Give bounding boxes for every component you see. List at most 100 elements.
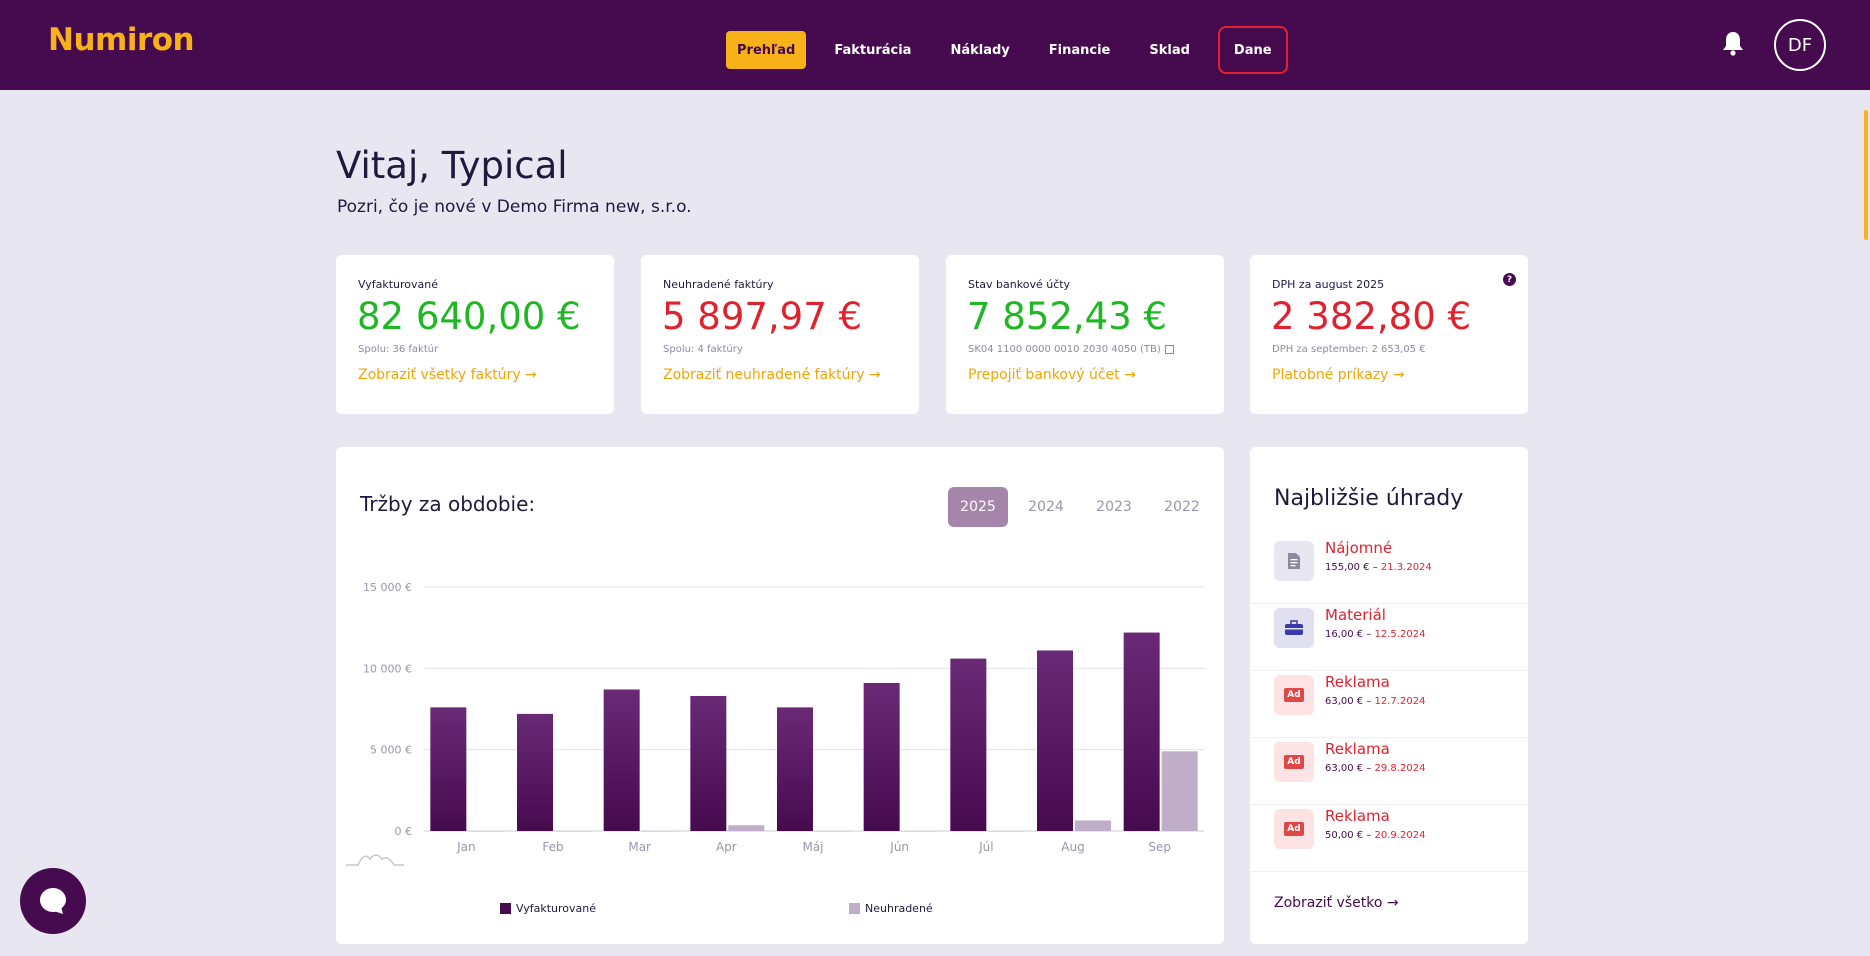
payment-detail: 16,00 € – 12.5.2024 [1325, 629, 1425, 640]
nav-item-sklad[interactable]: Sklad [1149, 42, 1190, 58]
show-unpaid-invoices-link[interactable]: Zobraziť neuhradené faktúry → [663, 367, 881, 383]
main-nav: Prehľad Fakturácia Náklady Financie Skla… [726, 26, 1305, 74]
payment-separator: – [1363, 629, 1375, 640]
year-tabs: 2025 2024 2023 2022 [948, 487, 1220, 527]
logo[interactable]: Numiron [48, 22, 195, 58]
nav-item-naklady[interactable]: Náklady [950, 42, 1010, 58]
nav-item-prehlad[interactable]: Prehľad [726, 31, 807, 69]
x-tick-label: Jan [456, 840, 476, 854]
nav-item-fakturacia[interactable]: Fakturácia [834, 42, 912, 58]
payment-detail: 50,00 € – 20.9.2024 [1325, 830, 1425, 841]
stat-card-note: SK04 1100 0000 0010 2030 4050 (TB) [968, 344, 1174, 355]
payment-orders-link[interactable]: Platobné príkazy → [1272, 367, 1405, 383]
legend-item-invoiced[interactable]: Vyfakturované [500, 902, 596, 915]
payment-detail: 63,00 € – 29.8.2024 [1325, 763, 1425, 774]
ad-icon: Ad [1274, 742, 1314, 782]
stat-card-bank: Stav bankové účty 7 852,43 € SK04 1100 0… [946, 255, 1224, 414]
y-tick-label: 5 000 € [370, 744, 412, 757]
bar-invoiced [1123, 632, 1160, 831]
ad-badge: Ad [1284, 755, 1304, 769]
stat-card-label: DPH za august 2025 [1272, 278, 1385, 291]
stat-card-amount: 2 382,80 € [1271, 295, 1472, 338]
document-icon [1274, 541, 1314, 581]
legend-swatch [849, 903, 860, 914]
ad-badge: Ad [1284, 688, 1304, 702]
nav-item-financie[interactable]: Financie [1048, 42, 1111, 58]
year-tab-2024[interactable]: 2024 [1028, 499, 1064, 515]
payment-amount: 155,00 € [1325, 562, 1370, 573]
payments-title: Najbližšie úhrady [1274, 486, 1464, 511]
x-tick-label: Máj [802, 840, 823, 854]
connect-bank-link[interactable]: Prepojiť bankový účet → [968, 367, 1136, 383]
year-tab-2025[interactable]: 2025 [948, 487, 1008, 527]
scrollbar-thumb[interactable] [1864, 110, 1868, 240]
bar-unpaid [641, 831, 678, 832]
legend-item-unpaid[interactable]: Neuhradené [849, 902, 933, 915]
y-tick-label: 0 € [395, 825, 413, 838]
x-tick-label: Mar [628, 840, 651, 854]
upcoming-payments-panel: Najbližšie úhrady Nájomné 155,00 € – 21.… [1250, 447, 1528, 944]
bar-invoiced [430, 707, 467, 831]
bar-invoiced [517, 713, 553, 831]
avatar[interactable]: DF [1774, 19, 1826, 71]
payment-item[interactable]: Ad Reklama 50,00 € – 20.9.2024 [1250, 805, 1528, 872]
payment-item[interactable]: Ad Reklama 63,00 € – 12.7.2024 [1250, 671, 1528, 738]
year-tab-2023[interactable]: 2023 [1096, 499, 1132, 515]
page-title: Vitaj, Typical [336, 144, 568, 187]
payment-date: 12.7.2024 [1374, 696, 1426, 707]
stat-card-vat: ? DPH za august 2025 2 382,80 € DPH za s… [1250, 255, 1528, 414]
revenue-bar-chart: 0 € 5 000 € 10 000 € 15 000 € Jan Feb Mar Apr Má… [363, 581, 1204, 854]
top-navigation-bar: Numiron Prehľad Fakturácia Náklady Finan… [0, 0, 1870, 90]
payment-amount: 16,00 € [1325, 629, 1364, 640]
x-tick-label: Feb [542, 840, 563, 854]
revenue-chart-panel: Tržby za obdobie: 2025 2024 2023 2022 0 … [336, 447, 1224, 944]
sparkline-icon [346, 854, 404, 866]
x-tick-label: Aug [1061, 840, 1084, 854]
copy-icon[interactable] [1164, 344, 1174, 354]
bar-unpaid [988, 831, 1025, 832]
payment-name: Reklama [1325, 740, 1390, 758]
payment-separator: – [1363, 830, 1375, 841]
payment-separator: – [1363, 696, 1375, 707]
ad-icon: Ad [1274, 809, 1314, 849]
chart-title: Tržby za obdobie: [360, 492, 536, 516]
x-tick-label: Jún [889, 840, 909, 854]
payment-separator: – [1363, 763, 1375, 774]
payment-item[interactable]: Materiál 16,00 € – 12.5.2024 [1250, 604, 1528, 671]
bar-invoiced [1037, 650, 1073, 831]
payment-date: 20.9.2024 [1374, 830, 1426, 841]
payment-name: Reklama [1325, 673, 1390, 691]
payment-item[interactable]: Nájomné 155,00 € – 21.3.2024 [1250, 537, 1528, 604]
bell-icon[interactable] [1722, 30, 1744, 56]
page-subtitle: Pozri, čo je nové v Demo Firma new, s.r.… [337, 197, 692, 217]
y-tick-label: 15 000 € [363, 581, 412, 594]
payment-detail: 63,00 € – 12.7.2024 [1325, 696, 1425, 707]
stat-card-note: DPH za september: 2 653,05 € [1272, 344, 1426, 355]
bar-unpaid [728, 825, 765, 831]
ad-icon: Ad [1274, 675, 1314, 715]
nav-item-dane[interactable]: Dane [1217, 26, 1288, 74]
payment-item[interactable]: Ad Reklama 63,00 € – 29.8.2024 [1250, 738, 1528, 805]
legend-label: Vyfakturované [516, 902, 597, 915]
payment-date: 12.5.2024 [1374, 629, 1426, 640]
bar-invoiced [690, 695, 727, 831]
year-tab-2022[interactable]: 2022 [1164, 499, 1200, 515]
payment-name: Materiál [1325, 606, 1386, 624]
show-all-invoices-link[interactable]: Zobraziť všetky faktúry → [358, 367, 537, 383]
chat-button[interactable] [20, 868, 86, 934]
stat-card-amount: 82 640,00 € [357, 295, 581, 338]
help-icon[interactable]: ? [1503, 273, 1516, 286]
ad-badge: Ad [1284, 822, 1304, 836]
show-all-payments-link[interactable]: Zobraziť všetko → [1274, 895, 1399, 911]
bar-unpaid [1075, 820, 1111, 831]
bar-invoiced [863, 682, 900, 831]
stat-card-label: Stav bankové účty [968, 278, 1071, 291]
payment-detail: 155,00 € – 21.3.2024 [1325, 562, 1432, 573]
payment-amount: 63,00 € [1325, 763, 1364, 774]
stat-card-unpaid: Neuhradené faktúry 5 897,97 € Spolu: 4 f… [641, 255, 919, 414]
scrollbar-track[interactable] [1860, 90, 1870, 956]
payment-date: 21.3.2024 [1380, 562, 1432, 573]
stat-card-note: Spolu: 36 faktúr [358, 344, 439, 355]
x-tick-label: Sep [1148, 840, 1171, 854]
legend-label: Neuhradené [865, 902, 933, 915]
